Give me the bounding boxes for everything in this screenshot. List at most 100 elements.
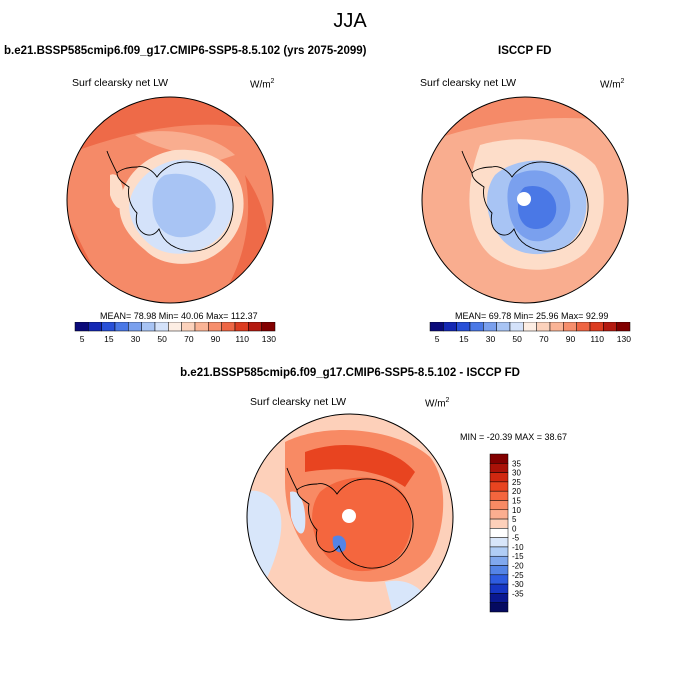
- panel-2-peninsula-coastline: [461, 150, 473, 174]
- panel-3-units-label: W/m2: [425, 397, 450, 410]
- panel-3-colorbar-swatch: [489, 463, 509, 473]
- panel-3-colorbar-tick-label: 10: [512, 506, 521, 515]
- panel-3-map-border: [246, 413, 454, 621]
- panel-1-colorbar-tick-label: 90: [211, 334, 221, 344]
- panel-1-colorbar-swatch: [221, 322, 236, 332]
- panel-3-colorbar-tick-label: -30: [512, 580, 524, 589]
- panel-1-colorbar-swatch: [114, 322, 129, 332]
- panel-2-colorbar-swatch: [563, 322, 577, 332]
- panel-3-map: [246, 413, 454, 621]
- panel-1-map: [66, 96, 274, 304]
- panel-1-colorbar-tick-label: 50: [157, 334, 167, 344]
- panel-3-colorbar-swatch: [489, 574, 509, 585]
- panel-2-colorbar-swatch: [456, 322, 471, 332]
- panel-3-colorbar-tick-label: 30: [512, 469, 521, 478]
- panel-2-units-label: W/m2: [600, 78, 625, 91]
- panel-2-colorbar-swatch: [483, 322, 497, 332]
- panel-2-colorbar-swatch: [523, 322, 537, 332]
- panel-3-colorbar-swatch: [489, 453, 509, 464]
- panel-2-colorbar-tick-label: 30: [486, 334, 496, 344]
- panel-3-colorbar-swatch: [489, 546, 509, 557]
- panel-2-colorbar-tick-label: 15: [459, 334, 469, 344]
- panel-3-colorbar-swatch: [489, 593, 509, 603]
- panel-2-map-border: [421, 96, 629, 304]
- panel-1-colorbar-swatch: [248, 322, 262, 332]
- panel-3-stats: MIN = -20.39 MAX = 38.67: [460, 432, 568, 442]
- panel-2-map: [421, 96, 629, 304]
- panel-3-colorbar-swatch: [489, 555, 509, 566]
- panel-1-colorbar-tick-label: 5: [80, 334, 85, 344]
- panel-2-colorbar-tick-label: 90: [566, 334, 576, 344]
- panel-3-variable-label: Surf clearsky net LW: [250, 396, 347, 408]
- panel-1-colorbar-swatch: [181, 322, 196, 332]
- panel-3-colorbar-swatch: [489, 602, 509, 613]
- panel-3-colorbar-swatch: [489, 481, 509, 492]
- panel-1-antarctic-interior: [152, 173, 216, 238]
- panel-1-colorbar-swatch: [234, 322, 249, 332]
- panel-1-colorbar-swatch: [194, 322, 209, 332]
- panel-2-colorbar-swatch: [616, 322, 631, 332]
- panel-1-colorbar-swatch: [208, 322, 222, 332]
- panel-3-colorbar-tick-label: -25: [512, 571, 524, 580]
- panel-2-colorbar-swatch: [589, 322, 604, 332]
- panel-3-colorbar-tick-label: -20: [512, 562, 524, 571]
- panel-2-colorbar-swatch: [576, 322, 591, 332]
- panel-1-colorbar-swatch: [128, 322, 142, 332]
- panel-2-colorbar-swatch: [496, 322, 511, 332]
- panel-2-colorbar-tick-label: 70: [539, 334, 549, 344]
- panel-3-colorbar-tick-label: 15: [512, 496, 521, 505]
- panel-2-colorbar-swatch: [549, 322, 564, 332]
- panel-3-north-warm-band: [305, 444, 415, 487]
- panel-1-variable-label: Surf clearsky net LW: [72, 77, 169, 89]
- panel-3-colorbar-swatch: [489, 583, 509, 594]
- panel-3-colorbar-swatch: [489, 537, 509, 548]
- panel-3-colorbar-swatch: [489, 490, 509, 501]
- panel-1-colorbar-swatch: [261, 322, 276, 332]
- panel-1-antarctica-coastline: [116, 161, 234, 252]
- panel-1-stats: MEAN= 78.98 Min= 40.06 Max= 112.37: [100, 311, 258, 321]
- panel-3-colorbar-tick-label: -15: [512, 552, 524, 561]
- panel-3-colorbar-swatch: [489, 528, 509, 538]
- panel-3-colorbar-swatch: [489, 472, 509, 483]
- panel-1-units-label: W/m2: [250, 78, 275, 91]
- panel-3-ross-cold-spot: [332, 535, 347, 553]
- panel-2-colorbar-tick-label: 110: [590, 334, 604, 344]
- panel-2-pole-hole: [517, 192, 531, 206]
- panel-1-colorbar-swatch: [141, 322, 156, 332]
- panel-3-colorbar-swatch: [489, 518, 509, 529]
- panel-1-colorbar-swatch: [88, 322, 102, 332]
- panel-1-colorbar-tick-label: 130: [262, 334, 276, 344]
- panel-2-title: ISCCP FD: [498, 45, 552, 57]
- panel-3-colorbar-tick-label: 35: [512, 459, 521, 468]
- panel-3-colorbar-tick-label: 25: [512, 478, 521, 487]
- panel-2-variable-label: Surf clearsky net LW: [420, 77, 517, 89]
- panel-3-peninsula-cold: [290, 491, 306, 534]
- panel-1-title: b.e21.BSSP585cmip6.f09_g17.CMIP6-SSP5-8.…: [4, 45, 367, 57]
- panel-2-colorbar: 5 15 30 50 70 90 110 130: [429, 322, 631, 344]
- panel-1-colorbar: 5 15 30 50 70 90 110 130: [74, 322, 276, 344]
- panel-1-colorbar-swatch: [101, 322, 116, 332]
- panel-3-colorbar-tick-label: 20: [512, 487, 521, 496]
- page-title: JJA: [333, 10, 367, 32]
- panel-3-peninsula-coastline: [286, 467, 298, 491]
- panel-3-colorbar-swatch: [489, 500, 509, 511]
- panel-2-colorbar-swatch: [443, 322, 457, 332]
- panel-1-colorbar-tick-label: 70: [184, 334, 194, 344]
- panel-3-colorbar-tick-label: -5: [512, 534, 520, 543]
- panel-2-colorbar-tick-label: 5: [435, 334, 440, 344]
- panel-2-colorbar-tick-label: 130: [617, 334, 631, 344]
- panel-1-colorbar-swatch: [154, 322, 169, 332]
- panel-2-stats: MEAN= 69.78 Min= 25.96 Max= 92.99: [455, 311, 609, 321]
- panel-1-peninsula-zone: [110, 174, 124, 209]
- panel-2-antarctica-coastline: [471, 161, 589, 252]
- panel-2-colorbar-swatch: [536, 322, 551, 332]
- panel-2-colorbar-swatch: [509, 322, 524, 332]
- panel-1-colorbar-swatch: [74, 322, 89, 332]
- panel-1-colorbar-tick-label: 30: [131, 334, 141, 344]
- panel-2-colorbar-swatch: [469, 322, 484, 332]
- panel-3-colorbar-swatch: [489, 565, 509, 576]
- panel-1-colorbar-tick-label: 15: [104, 334, 114, 344]
- panel-1-map-border: [66, 96, 274, 304]
- panel-3-colorbar-swatch: [489, 509, 509, 520]
